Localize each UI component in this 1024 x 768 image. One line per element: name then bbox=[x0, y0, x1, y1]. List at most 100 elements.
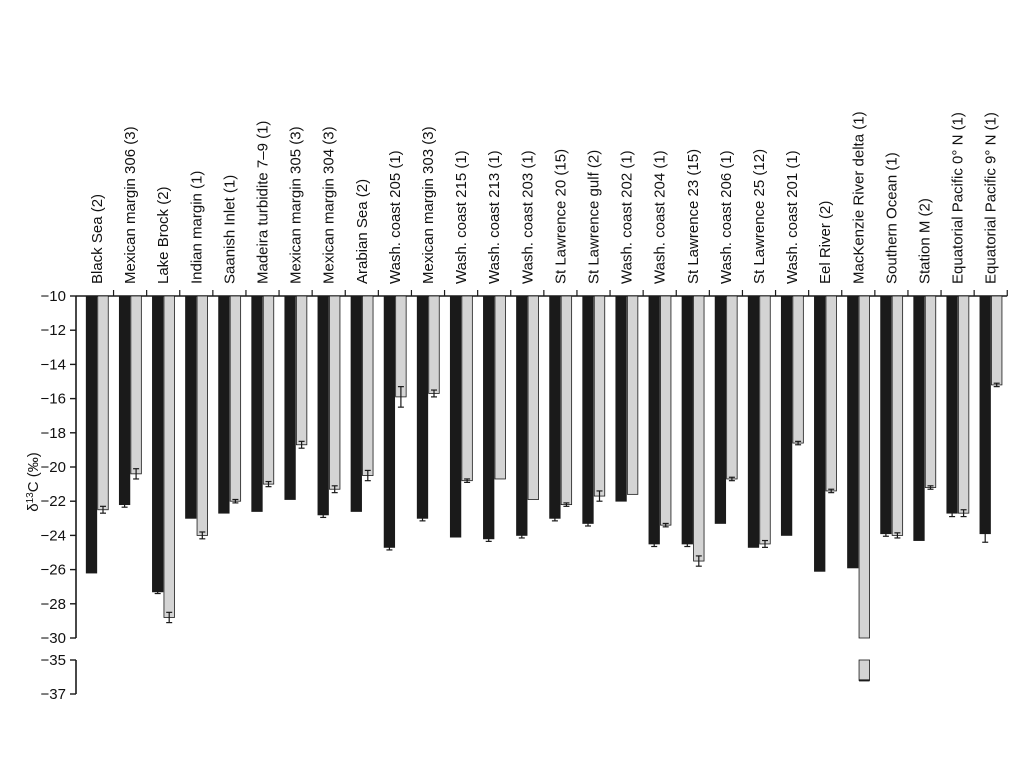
light-bar bbox=[726, 295, 738, 480]
category-label: Wash. coast 202 (1) bbox=[619, 150, 636, 284]
light-bar-lower bbox=[858, 659, 870, 681]
category-label: St Lawrence 20 (15) bbox=[552, 149, 569, 284]
dark-bar bbox=[416, 295, 429, 519]
y-axis: −10 −12 −14 −16 −18 −20 −22 −24 −26 −28 −30 −35 −37 bbox=[41, 288, 77, 703]
category-label: St Lawrence 25 (12) bbox=[751, 149, 768, 284]
light-bar bbox=[693, 295, 705, 562]
dark-bar bbox=[516, 295, 528, 536]
category-label: Station M (2) bbox=[917, 198, 934, 284]
category-label: Indian margin (1) bbox=[188, 171, 205, 284]
light-bar bbox=[660, 295, 672, 526]
y-tick-label: −28 bbox=[41, 596, 66, 613]
light-bar bbox=[428, 295, 440, 394]
category-label: Wash. coast 205 (1) bbox=[387, 150, 404, 284]
light-bar bbox=[461, 295, 473, 482]
category-label: Equatorial Pacific 9° N (1) bbox=[983, 112, 1000, 284]
light-bar bbox=[991, 295, 1003, 386]
light-bar bbox=[163, 295, 175, 618]
light-bar bbox=[527, 295, 539, 500]
category-label: Wash. coast 215 (1) bbox=[453, 150, 470, 284]
light-bar bbox=[759, 295, 771, 545]
light-bar bbox=[494, 295, 506, 480]
light-bar bbox=[362, 295, 374, 476]
category-label: Mexican margin 305 (3) bbox=[288, 126, 305, 284]
light-bar bbox=[792, 295, 804, 444]
y-tick-label: −10 bbox=[41, 288, 66, 305]
category-label: Black Sea (2) bbox=[89, 194, 106, 284]
category-label: Wash. coast 201 (1) bbox=[784, 150, 801, 284]
plot-area bbox=[76, 290, 1008, 297]
category-label: Wash. coast 203 (1) bbox=[519, 150, 536, 284]
category-label: Mexican margin 306 (3) bbox=[122, 126, 139, 284]
dark-bar bbox=[847, 295, 859, 569]
category-label: Wash. coast 204 (1) bbox=[652, 150, 669, 284]
category-label: Mexican margin 303 (3) bbox=[420, 126, 437, 284]
light-bar bbox=[825, 295, 837, 492]
light-bar bbox=[395, 295, 407, 398]
category-label: Eel River (2) bbox=[817, 201, 834, 284]
light-bar bbox=[229, 295, 242, 502]
y-tick-label: −12 bbox=[41, 322, 66, 339]
y-axis-label: δ13C (‰) bbox=[25, 452, 43, 511]
dark-bar bbox=[648, 295, 660, 545]
y-tick-label: −14 bbox=[41, 356, 66, 373]
dark-bar bbox=[681, 295, 693, 545]
dark-bar bbox=[780, 295, 793, 536]
category-label: Mexican margin 304 (3) bbox=[321, 126, 338, 284]
light-bar bbox=[196, 295, 208, 536]
y-tick-label: −37 bbox=[41, 686, 66, 703]
y-tick-label: −35 bbox=[41, 652, 66, 669]
dark-bar bbox=[118, 295, 131, 506]
dark-bar bbox=[747, 295, 760, 548]
light-bar bbox=[593, 295, 606, 497]
dark-bar bbox=[880, 295, 892, 535]
y-tick-label: −22 bbox=[41, 493, 66, 510]
dark-bar bbox=[714, 295, 727, 524]
dark-bar bbox=[317, 295, 329, 516]
dark-bar bbox=[615, 295, 627, 502]
category-label: St Lawrence 23 (15) bbox=[685, 149, 702, 284]
category-labels: Black Sea (2) Mexican margin 306 (3) Lake … bbox=[89, 111, 1000, 284]
dark-bar bbox=[913, 295, 925, 541]
category-label: Madeira turbidite 7–9 (1) bbox=[255, 121, 272, 284]
light-bar bbox=[626, 295, 639, 495]
y-tick-label: −24 bbox=[41, 527, 66, 544]
category-label: St Lawrence gulf (2) bbox=[586, 150, 603, 284]
y-tick-label: −26 bbox=[41, 562, 66, 579]
dark-bar bbox=[85, 295, 98, 574]
dark-bar bbox=[814, 295, 826, 572]
y-tick-label: −18 bbox=[41, 425, 66, 442]
dark-bar bbox=[284, 295, 296, 500]
dark-bar bbox=[449, 295, 462, 538]
category-label: Lake Brock (2) bbox=[155, 186, 172, 284]
category-label: Arabian Sea (2) bbox=[354, 179, 371, 284]
light-bar bbox=[924, 295, 937, 488]
dark-bar bbox=[383, 295, 396, 548]
dark-bar bbox=[350, 295, 362, 512]
category-label: Saanish Inlet (1) bbox=[221, 175, 238, 284]
dark-bar bbox=[251, 295, 263, 512]
category-label: MacKenzie River delta (1) bbox=[850, 111, 867, 284]
light-bar bbox=[130, 295, 142, 475]
category-label: Wash. coast 206 (1) bbox=[718, 150, 735, 284]
category-label: Southern Ocean (1) bbox=[883, 152, 900, 284]
bars bbox=[85, 295, 1003, 682]
dark-bar bbox=[582, 295, 594, 524]
dark-bar bbox=[152, 295, 164, 593]
light-bar bbox=[957, 295, 970, 514]
dark-bar bbox=[185, 295, 197, 519]
light-bar bbox=[97, 295, 109, 511]
light-bar bbox=[295, 295, 308, 446]
light-bar bbox=[262, 295, 275, 485]
light-bar-upper bbox=[858, 295, 870, 639]
y-tick-label: −16 bbox=[41, 391, 66, 408]
dark-bar bbox=[979, 295, 991, 535]
y-tick-label: −20 bbox=[41, 459, 66, 476]
dark-bar bbox=[549, 295, 561, 519]
light-bar bbox=[891, 295, 904, 536]
y-tick-label: −30 bbox=[41, 630, 66, 647]
dark-bar bbox=[946, 295, 958, 514]
light-bar bbox=[329, 295, 341, 490]
dark-bar bbox=[483, 295, 495, 540]
